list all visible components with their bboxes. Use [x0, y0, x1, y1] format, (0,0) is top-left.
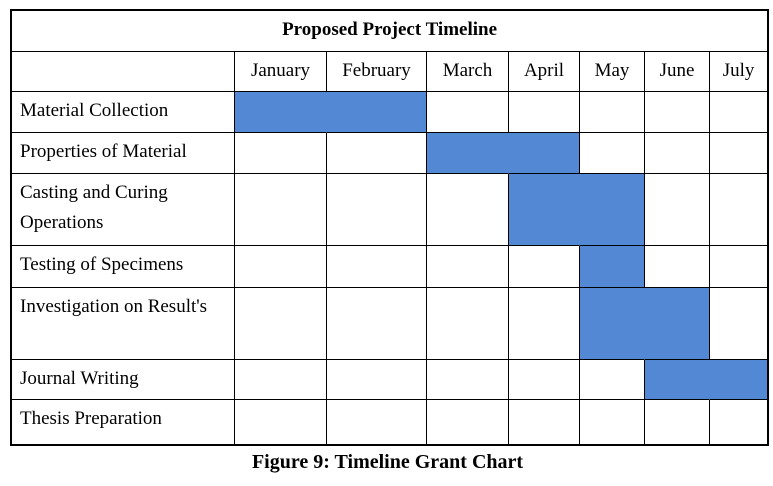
task-label: Material Collection	[12, 92, 235, 133]
gantt-cell	[580, 400, 645, 444]
gantt-bar-cell	[580, 246, 645, 288]
gantt-cell	[235, 174, 327, 246]
gantt-bar-cell	[427, 133, 509, 174]
gantt-cell	[645, 133, 710, 174]
gantt-cell	[427, 174, 509, 246]
gantt-cell	[235, 288, 327, 360]
gantt-cell	[509, 246, 580, 288]
gantt-bar-cell	[327, 92, 427, 133]
gantt-cell	[710, 92, 768, 133]
gantt-cell	[327, 133, 427, 174]
gantt-cell	[509, 400, 580, 444]
task-label: Properties of Material	[12, 133, 235, 174]
gantt-cell	[509, 360, 580, 400]
gantt-cell	[235, 360, 327, 400]
gantt-cell	[509, 288, 580, 360]
gantt-cell	[710, 288, 768, 360]
task-row: Properties of Material	[12, 133, 768, 174]
gantt-cell	[509, 92, 580, 133]
task-row: Testing of Specimens	[12, 246, 768, 288]
gantt-cell	[427, 92, 509, 133]
gantt-bar-cell	[645, 288, 710, 360]
gantt-cell	[645, 400, 710, 444]
task-row: Material Collection	[12, 92, 768, 133]
table-title-row: Proposed Project Timeline	[12, 11, 768, 52]
gantt-rows: Material Collection Properties of Materia…	[12, 92, 768, 444]
table-title: Proposed Project Timeline	[12, 11, 768, 52]
corner-cell	[12, 52, 235, 92]
gantt-cell	[427, 288, 509, 360]
gantt-cell	[645, 174, 710, 246]
gantt-cell	[427, 246, 509, 288]
task-label: Casting and Curing Operations	[12, 174, 235, 246]
month-header-march: March	[427, 52, 509, 92]
gantt-cell	[645, 92, 710, 133]
month-header-april: April	[509, 52, 580, 92]
gantt-cell	[580, 92, 645, 133]
gantt-bar-cell	[509, 133, 580, 174]
gantt-cell	[645, 246, 710, 288]
month-header-july: July	[710, 52, 768, 92]
month-header-row: January February March April May June July	[12, 52, 768, 92]
gantt-bar-cell	[235, 92, 327, 133]
gantt-cell	[327, 246, 427, 288]
timeline-gantt-table: Proposed Project Timeline January Februar…	[10, 9, 770, 446]
gantt-cell	[235, 246, 327, 288]
task-label: Thesis Preparation	[12, 400, 235, 444]
gantt-bar-cell	[509, 174, 580, 246]
gantt-cell	[710, 174, 768, 246]
month-header-june: June	[645, 52, 710, 92]
gantt-cell	[235, 133, 327, 174]
task-row: Thesis Preparation	[12, 400, 767, 444]
gantt-bar-cell	[580, 174, 645, 246]
task-row: Investigation on Result's	[12, 288, 768, 360]
gantt-cell	[427, 360, 509, 400]
gantt-bar-cell	[580, 288, 645, 360]
figure-caption: Figure 9: Timeline Grant Chart	[251, 451, 524, 473]
task-row: Journal Writing	[12, 360, 768, 400]
gantt-cell	[327, 288, 427, 360]
gantt-cell	[327, 360, 427, 400]
gantt-cell	[327, 174, 427, 246]
task-label: Investigation on Result's	[12, 288, 235, 360]
month-header-may: May	[580, 52, 645, 92]
gantt-cell	[580, 360, 645, 400]
gantt-cell	[710, 246, 768, 288]
gantt-cell	[580, 133, 645, 174]
gantt-cell	[327, 400, 427, 444]
gantt-bar-cell	[645, 360, 710, 400]
task-row: Casting and Curing Operations	[12, 174, 768, 246]
gantt-cell	[427, 400, 509, 444]
gantt-cell	[710, 400, 767, 444]
month-header-january: January	[235, 52, 327, 92]
task-label: Journal Writing	[12, 360, 235, 400]
gantt-cell	[235, 400, 327, 444]
task-label: Testing of Specimens	[12, 246, 235, 288]
gantt-cell	[710, 133, 768, 174]
month-header-february: February	[327, 52, 427, 92]
gantt-bar-cell	[710, 360, 768, 400]
